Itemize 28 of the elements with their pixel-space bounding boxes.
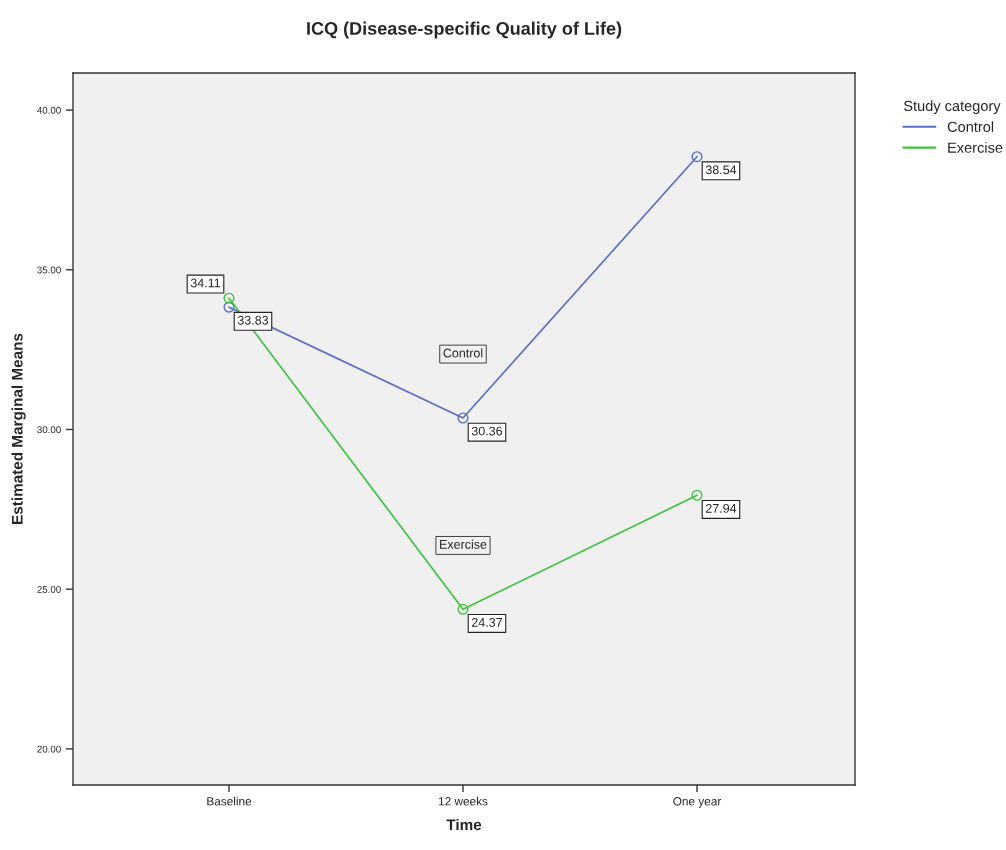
- y-tick-label: 20.00: [37, 745, 61, 753]
- y-axis-title: Estimated Marginal Means: [11, 333, 26, 524]
- y-tick-label: 25.00: [37, 585, 61, 593]
- y-tick-label: 35.00: [37, 266, 61, 274]
- point: [457, 412, 469, 424]
- point: [223, 301, 235, 313]
- y-tick-label: 40.00: [37, 106, 61, 114]
- point: [223, 292, 235, 304]
- point: [691, 151, 703, 163]
- x-tick-label: One year: [673, 797, 722, 808]
- point: [457, 603, 469, 615]
- text: Exercise: [440, 539, 487, 549]
- y-tick-label: 30.00: [37, 426, 61, 434]
- data-label: 33.83: [237, 315, 269, 325]
- data-label: 38.54: [705, 165, 737, 175]
- data-label: 34.11: [190, 278, 221, 288]
- data-label: 30.36: [471, 426, 503, 436]
- data-label: 27.94: [705, 503, 737, 513]
- legend-label: Exercise: [948, 142, 1003, 153]
- x-tick-label: Baseline: [207, 796, 252, 806]
- x-axis-title: Time: [446, 818, 482, 831]
- chart-title: ICQ (Disease-specific Quality of Life): [307, 21, 622, 39]
- data-label: 24.37: [471, 617, 502, 627]
- x-tick-label: 12 weeks: [438, 796, 488, 806]
- legend-label: Control: [947, 121, 994, 132]
- point: [691, 489, 703, 501]
- legend-title: Study category: [903, 100, 1001, 114]
- text: Control: [443, 348, 483, 358]
